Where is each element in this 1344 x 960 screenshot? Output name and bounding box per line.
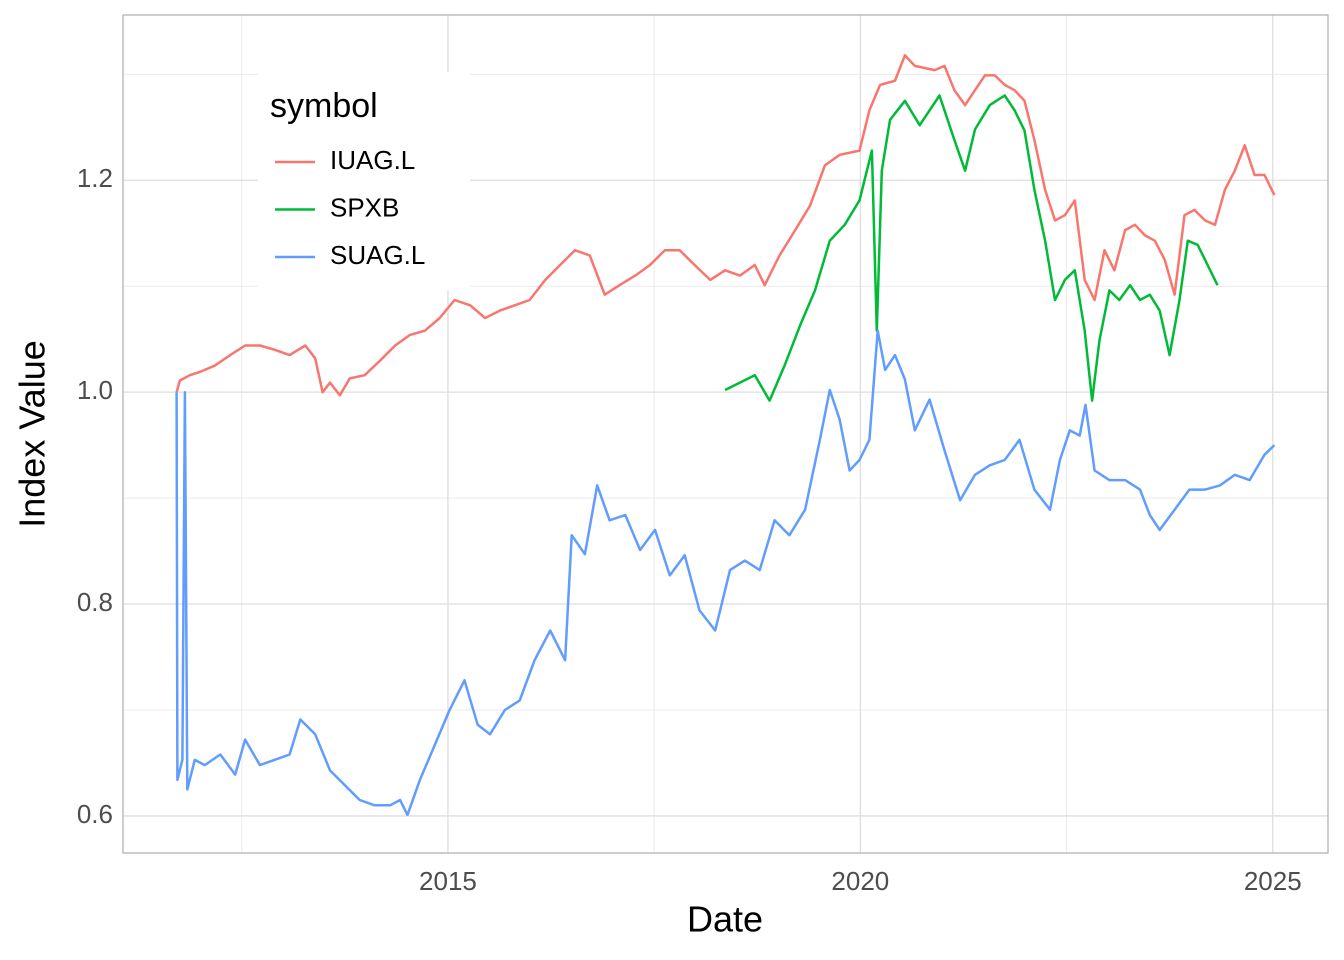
x-axis-label: Date (687, 899, 763, 940)
x-tick-label: 2015 (419, 866, 477, 896)
series-line (175, 54, 1276, 397)
series-line (175, 329, 1276, 817)
legend-title: symbol (270, 87, 378, 125)
x-tick-label: 2025 (1244, 866, 1302, 896)
y-tick-label: 0.6 (77, 799, 113, 829)
y-tick-label: 0.8 (77, 587, 113, 617)
legend-box (258, 72, 470, 290)
panel-border (122, 14, 1329, 854)
y-axis-label: Index Value (12, 340, 53, 527)
series-line (724, 94, 1219, 402)
legend-label: IUAG.L (330, 145, 415, 175)
y-tick-label: 1.0 (77, 375, 113, 405)
legend-label: SUAG.L (330, 240, 425, 270)
x-tick-label: 2020 (831, 866, 889, 896)
y-tick-label: 1.2 (77, 163, 113, 193)
legend-label: SPXB (330, 192, 399, 222)
